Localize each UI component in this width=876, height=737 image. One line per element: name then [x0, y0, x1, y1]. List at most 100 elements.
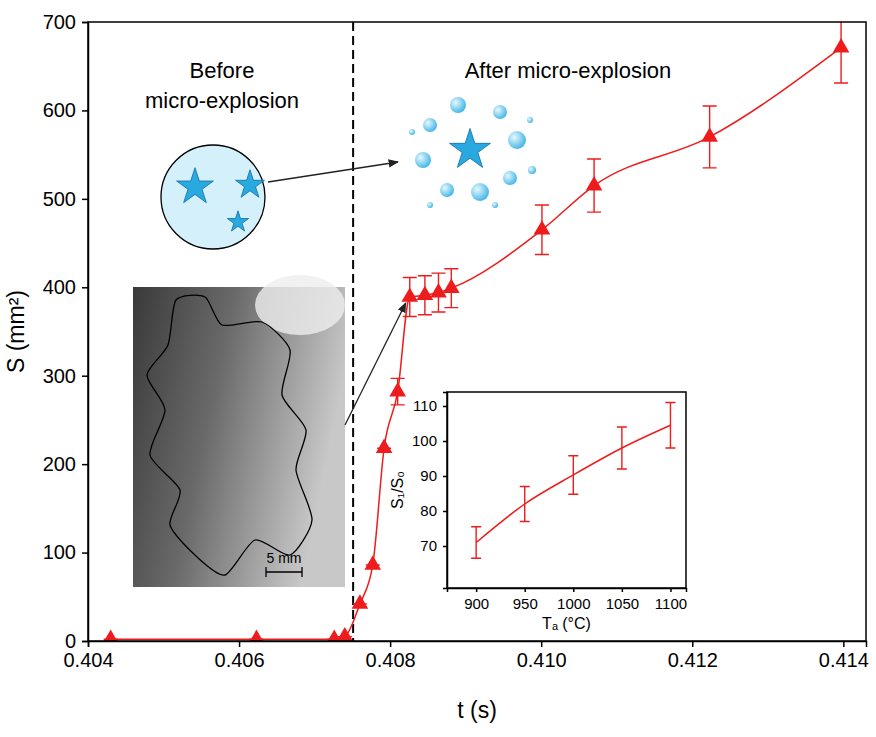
tick-label: 90	[420, 467, 437, 484]
tick-label: 0.404	[63, 649, 113, 671]
explosion-icon	[236, 170, 265, 198]
tick-mark	[239, 641, 241, 647]
tick-label: 600	[43, 99, 76, 121]
data-point	[364, 555, 381, 569]
tick-mark	[82, 199, 88, 201]
data	[102, 22, 849, 641]
figure: 5 mm0.4040.4060.4080.4100.4120.414010020…	[0, 0, 876, 737]
droplet-fragment	[427, 202, 433, 208]
tick-label: 0	[65, 630, 76, 652]
tick: 900	[464, 588, 489, 612]
tick-mark	[390, 641, 392, 647]
tick-label: 0.414	[819, 649, 869, 671]
tick-mark	[82, 552, 88, 554]
arrow	[268, 162, 398, 182]
tick-label: 1050	[606, 595, 639, 612]
tick-label: 1000	[557, 595, 590, 612]
data-point	[376, 439, 393, 453]
tick: 70	[420, 537, 447, 554]
tick: 100	[43, 541, 88, 563]
data-point	[389, 382, 406, 396]
data-point	[352, 594, 369, 608]
droplet-fragment	[493, 105, 507, 119]
plot-frame	[447, 392, 686, 588]
inset-chart: 900 950 1000 1050 1100 70 80 90 100 110 Tₐ (°C) S₁/…	[389, 392, 687, 632]
scale-label: 5 mm	[267, 550, 302, 566]
tick: 100	[412, 432, 447, 449]
axis-line	[89, 642, 867, 648]
tick: 950	[513, 588, 538, 612]
tick: 1100	[655, 588, 687, 612]
droplet-fragment	[528, 166, 536, 174]
tick: 0	[65, 630, 88, 652]
tick-mark	[82, 22, 88, 24]
error-bar	[520, 487, 530, 522]
x-axis-title: t (s)	[457, 697, 497, 723]
tick-label: 1100	[655, 595, 687, 612]
data-point	[443, 279, 460, 293]
droplet-fragment	[415, 152, 431, 168]
tick: 0.408	[366, 641, 416, 671]
droplet-fragment	[409, 129, 415, 135]
tick: 80	[420, 502, 447, 519]
cartoon	[161, 97, 536, 425]
tick-label: 70	[420, 537, 437, 554]
tick-label: 400	[43, 276, 76, 298]
tick-label: 300	[43, 365, 76, 387]
series-line	[476, 425, 670, 542]
tick: 0.414	[819, 641, 869, 671]
tick-mark	[82, 375, 88, 377]
data-point	[336, 627, 353, 641]
axis: 0.4040.4060.4080.4100.4120.414	[63, 641, 868, 671]
arrow	[345, 303, 406, 425]
y-axis-title: S (mm²)	[3, 290, 29, 373]
tick-label: 0.406	[215, 649, 265, 671]
x-axis-title: Tₐ (°C)	[542, 615, 591, 632]
data-point	[534, 220, 551, 234]
plot-background	[447, 392, 686, 588]
data-point	[102, 630, 119, 641]
tick: 1000	[557, 588, 590, 612]
droplet-fragment	[508, 131, 526, 149]
droplet-outline	[147, 295, 312, 575]
main-chart: 5 mm0.4040.4060.4080.4100.4120.414010020…	[3, 11, 869, 723]
axis: 0100200300400500600700	[43, 11, 89, 652]
tick: 90	[420, 467, 447, 484]
data-point	[248, 630, 265, 641]
droplet-fragment	[450, 97, 466, 113]
divider-line	[352, 22, 354, 641]
axis: 900 950 1000 1050 1100	[448, 588, 688, 612]
axis-line	[448, 589, 687, 593]
photo-inset: 5 mm	[133, 275, 345, 587]
tick-label: 100	[43, 541, 76, 563]
tick: 700	[43, 11, 88, 33]
data-point	[833, 38, 850, 52]
tick-mark	[82, 464, 88, 466]
error-bar	[471, 527, 481, 559]
data-point	[586, 176, 603, 190]
explosion-icon	[227, 211, 248, 231]
plot-frame	[88, 22, 866, 641]
axis: 70 80 90 100 110	[412, 393, 448, 589]
data-point	[401, 287, 418, 301]
explosion-icon	[177, 168, 214, 203]
error-bar	[568, 456, 578, 495]
data-point	[430, 283, 447, 297]
tick-label: 80	[420, 502, 437, 519]
error-bar	[834, 22, 848, 83]
series-line	[111, 48, 841, 640]
tick: 110	[413, 397, 447, 414]
data-point	[701, 127, 718, 141]
droplet-fragment	[423, 118, 437, 132]
tick-label: 0.410	[517, 649, 567, 671]
tick-label: 500	[43, 188, 76, 210]
tick: 1050	[606, 588, 639, 612]
error-bar	[617, 427, 627, 469]
droplet-fragment	[440, 183, 454, 197]
tick: 0.410	[517, 641, 567, 671]
data-point	[417, 286, 434, 300]
explosion-icon	[450, 128, 491, 167]
tick-mark	[82, 287, 88, 289]
y-axis-title: S₁/S₀	[389, 471, 406, 509]
tick: 600	[43, 99, 88, 121]
